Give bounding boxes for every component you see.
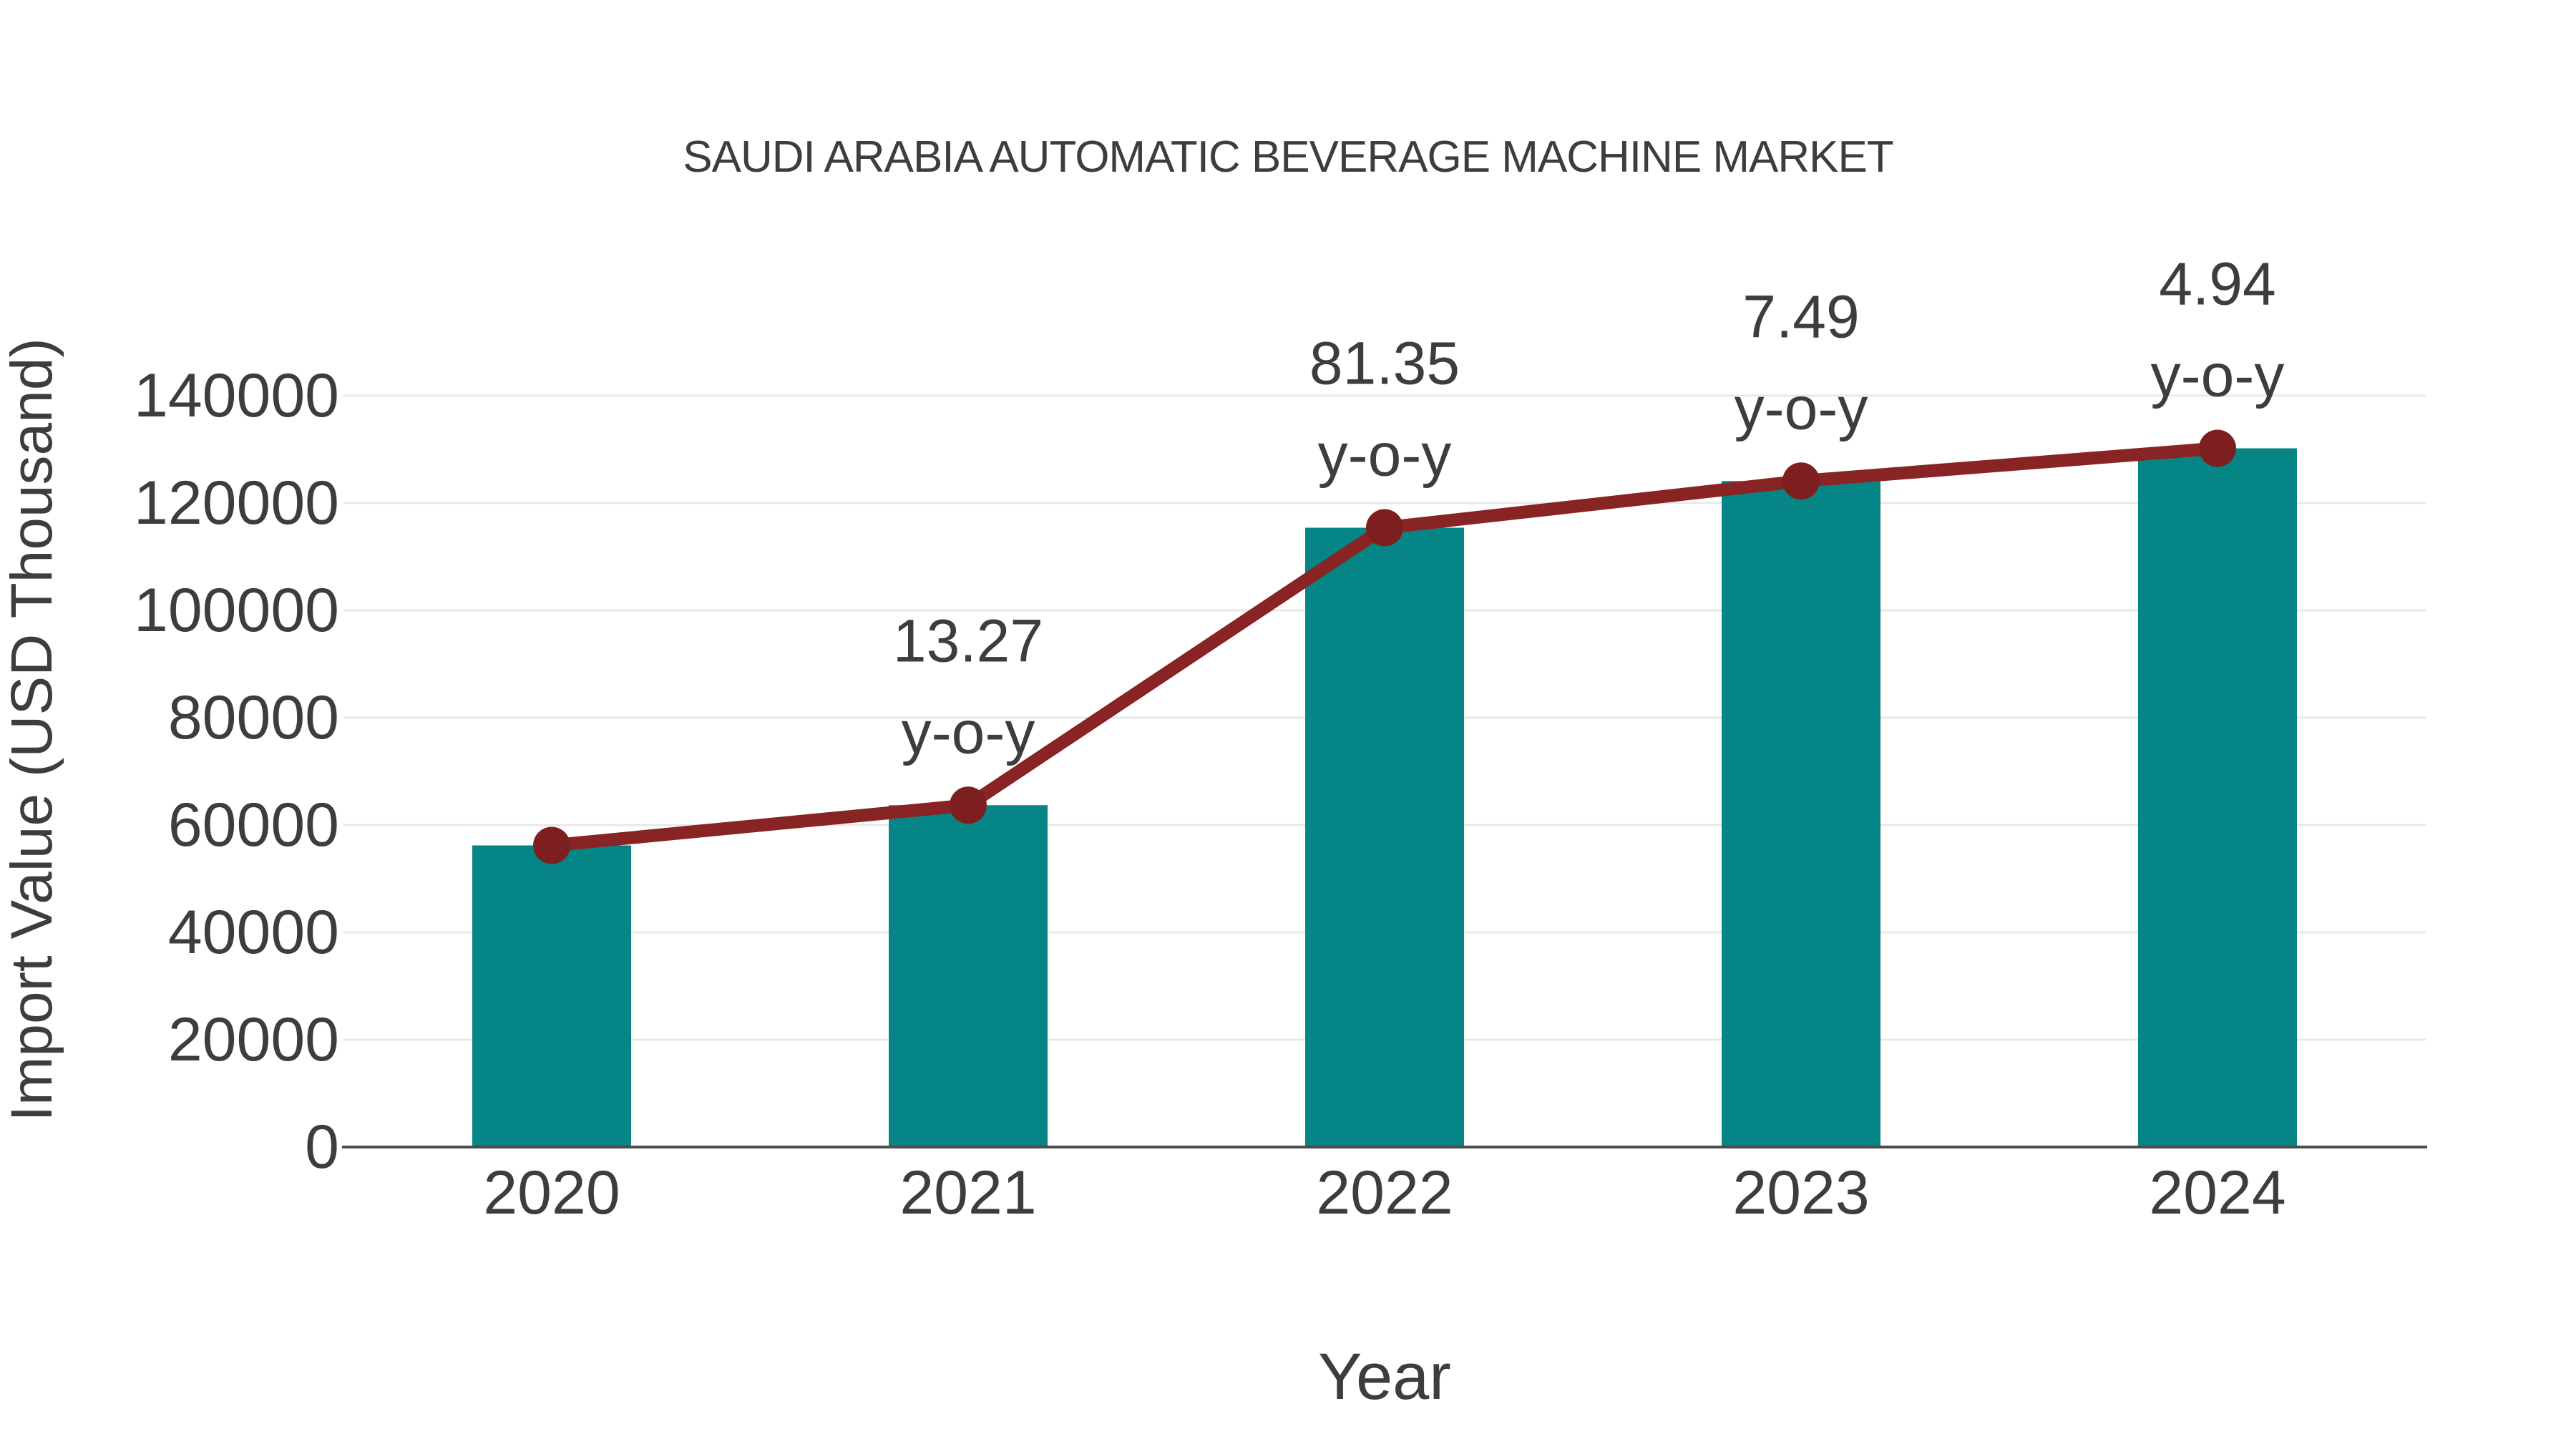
yoy-suffix-2024: y-o-y [2151,342,2285,409]
bar-2021 [889,805,1048,1147]
x-tick-label-2020: 2020 [483,1158,620,1227]
marker-2021 [950,786,987,824]
y-axis-title: Import Value (USD Thousand) [0,338,64,1121]
marker-2020 [533,826,570,864]
x-tick-label-2023: 2023 [1732,1158,1869,1227]
x-tick-label-2024: 2024 [2149,1158,2285,1227]
y-tick-label-80000: 80000 [168,683,339,752]
y-tick-label-40000: 40000 [168,898,339,967]
y-tick-label-100000: 100000 [134,576,339,645]
yoy-value-2023: 7.49 [1742,283,1860,350]
marker-2022 [1366,509,1403,547]
chart-title: SAUDI ARABIA AUTOMATIC BEVERAGE MACHINE … [683,132,1893,182]
yoy-value-2022: 81.35 [1309,330,1460,397]
x-axis-title: Year [1318,1340,1451,1413]
x-tick-label-2022: 2022 [1316,1158,1453,1227]
y-tick-label-20000: 20000 [168,1005,339,1074]
yoy-value-2024: 4.94 [2159,250,2276,318]
y-tick-label-60000: 60000 [168,791,339,859]
y-tick-label-0: 0 [305,1113,339,1181]
bar-2024 [2138,448,2297,1147]
yoy-value-2021: 13.27 [893,607,1043,674]
y-tick-label-140000: 140000 [134,361,339,430]
marker-2023 [1782,462,1820,500]
bar-2020 [472,845,631,1147]
yoy-suffix-2023: y-o-y [1735,374,1868,441]
yoy-suffix-2022: y-o-y [1318,421,1452,489]
y-tick-label-120000: 120000 [134,469,339,537]
yoy-suffix-2021: y-o-y [902,698,1035,766]
chart-generated-layer: 0 20000 40000 60000 80000 100000 120000 140000 2… [134,250,2427,1227]
x-tick-label-2021: 2021 [899,1158,1036,1227]
bar-2022 [1305,527,1464,1147]
bar-2023 [1722,481,1880,1147]
marker-2024 [2199,429,2236,467]
